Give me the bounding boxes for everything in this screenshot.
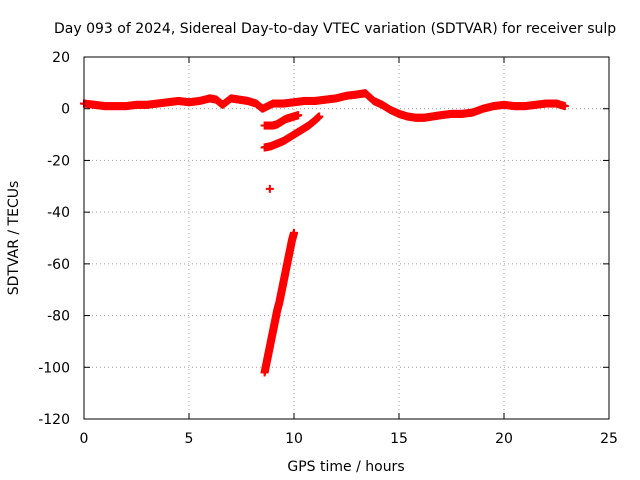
y-tick-label: -60	[47, 257, 70, 273]
data-point	[560, 102, 569, 111]
data-point	[290, 228, 298, 237]
plot-frame	[83, 56, 610, 420]
y-tick-label: -20	[47, 153, 70, 169]
x-tick-label: 10	[285, 431, 303, 447]
data-point	[294, 111, 303, 120]
chart-title: Day 093 of 2024, Sidereal Day-to-day VTE…	[54, 21, 616, 37]
x-tick-label: 5	[185, 431, 194, 447]
grid-lines	[84, 57, 609, 419]
y-tick-label: -100	[38, 360, 70, 376]
y-tick-label: -40	[47, 205, 70, 221]
data-point	[315, 112, 324, 121]
axis-ticks: 0 5 10 15 20 25 -120 -100 -80 -60 -40 -20 0 20	[38, 50, 618, 447]
x-tick-label: 15	[390, 431, 408, 447]
data-point	[265, 184, 274, 193]
data-points	[80, 89, 569, 377]
y-tick-label: -80	[47, 309, 70, 325]
y-tick-label: 20	[52, 50, 70, 66]
x-axis-label: GPS time / hours	[287, 459, 404, 475]
y-tick-label: 0	[61, 102, 70, 118]
y-tick-label: -120	[38, 412, 70, 428]
x-tick-label: 25	[600, 431, 618, 447]
x-tick-label: 0	[80, 431, 89, 447]
x-tick-label: 20	[495, 431, 513, 447]
y-axis-label: SDTVAR / TECUs	[6, 181, 22, 296]
